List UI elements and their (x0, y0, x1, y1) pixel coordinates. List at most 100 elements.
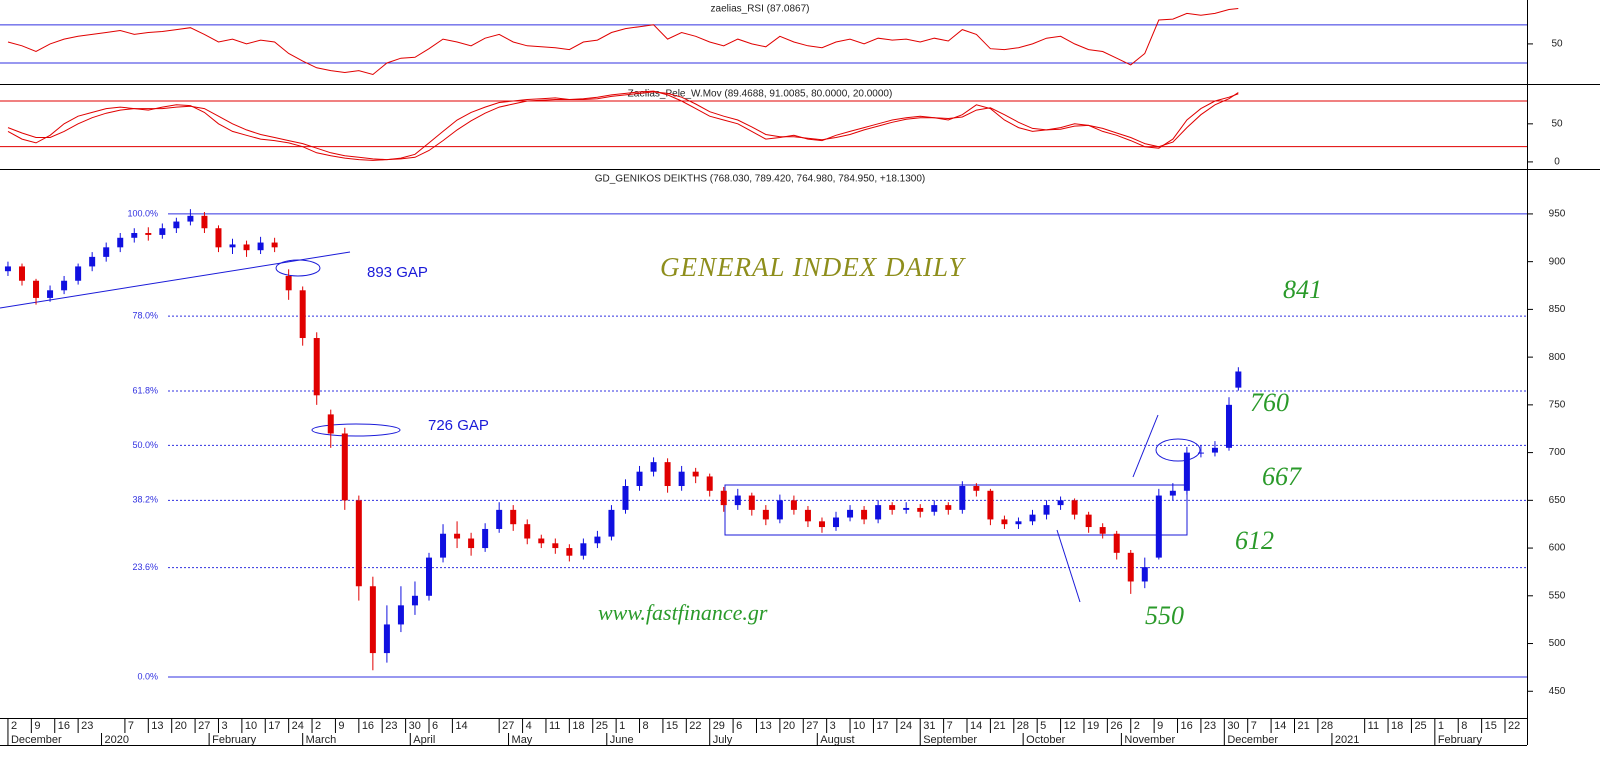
candle-body (411, 595, 418, 606)
candle-body (131, 233, 138, 238)
month-label: February (212, 734, 257, 746)
candle-body (931, 505, 938, 512)
x-tick-label: 11 (549, 720, 560, 732)
month-label: September (923, 734, 977, 746)
candle-body (103, 247, 110, 257)
candle-body (664, 462, 671, 487)
candle-body (1057, 500, 1064, 506)
candle-body (973, 486, 980, 491)
fib-label: 78.0% (132, 310, 158, 320)
candle-body (594, 536, 601, 544)
y-tick-label: 950 (1549, 209, 1566, 220)
candle-body (285, 275, 292, 291)
candle-body (1169, 490, 1176, 496)
candle-body (18, 266, 25, 281)
x-tick-label: 15 (666, 720, 678, 732)
x-tick-label: 3 (830, 720, 836, 732)
x-tick-label: 10 (245, 720, 257, 732)
candle-body (734, 495, 741, 506)
x-tick-label: 13 (759, 720, 771, 732)
month-label: February (1438, 734, 1483, 746)
x-tick-label: 4 (526, 720, 532, 732)
candle-body (650, 462, 657, 472)
annotation: 550 (1145, 601, 1184, 630)
candle-body (524, 524, 531, 539)
candle-body (369, 586, 376, 654)
x-tick-label: 20 (175, 720, 187, 732)
x-tick-label: 16 (1181, 720, 1193, 732)
candle-body (4, 266, 11, 272)
candle-body (61, 280, 68, 291)
x-tick-label: 17 (876, 720, 888, 732)
candle-body (889, 505, 896, 510)
candle-body (987, 490, 994, 520)
candle-body (692, 471, 699, 477)
x-tick-label: 27 (198, 720, 210, 732)
month-label: August (820, 734, 854, 746)
y-tick-label: 450 (1549, 686, 1566, 697)
candle-body (762, 509, 769, 520)
y-tick-label: 700 (1549, 447, 1566, 458)
candle-body (720, 490, 727, 506)
candle-body (1155, 495, 1162, 558)
candle-body (229, 244, 236, 248)
candle-body (89, 256, 96, 267)
y-tick-label: 500 (1549, 638, 1566, 649)
trendline (1056, 529, 1081, 603)
candle-body (903, 507, 910, 510)
candle-body (917, 507, 924, 512)
candle-body (355, 500, 362, 587)
x-tick-label: 7 (1251, 720, 1257, 732)
candle-body (1029, 514, 1036, 522)
candle-body (833, 517, 840, 528)
y-tick-label: 850 (1549, 304, 1566, 315)
candle-body (608, 509, 615, 537)
indicator-line (7, 8, 1239, 76)
fib-label: 38.2% (132, 495, 158, 505)
candle-body (959, 486, 966, 510)
x-tick-label: 9 (1157, 720, 1163, 732)
candle-body (341, 433, 348, 501)
month-label: May (512, 734, 533, 746)
x-tick-label: 8 (643, 720, 649, 732)
candle-body (482, 528, 489, 549)
annotation: 726 GAP (428, 417, 489, 434)
website: www.fastfinance.gr (598, 600, 768, 625)
x-tick-label: 25 (1414, 720, 1426, 732)
candle-body (1085, 514, 1092, 528)
x-tick-label: 6 (432, 720, 438, 732)
candle-body (145, 233, 152, 235)
annotation: 893 GAP (367, 264, 428, 281)
x-tick-label: 24 (292, 720, 304, 732)
month-label: December (11, 734, 62, 746)
candle-body (1225, 404, 1232, 448)
x-tick-label: 9 (34, 720, 40, 732)
x-tick-label: 8 (1461, 720, 1467, 732)
x-tick-label: 16 (58, 720, 70, 732)
candle-body (243, 244, 250, 251)
y-tick-label: 650 (1549, 495, 1566, 506)
candle-body (1235, 371, 1242, 388)
x-tick-label: 9 (338, 720, 344, 732)
candle-body (566, 548, 573, 556)
x-tick-label: 15 (1485, 720, 1497, 732)
candle-body (875, 505, 882, 520)
x-tick-label: 1 (619, 720, 625, 732)
fib-label: 61.8% (132, 385, 158, 395)
x-tick-label: 2 (1134, 720, 1140, 732)
month-label: December (1227, 734, 1278, 746)
candle-body (748, 495, 755, 510)
candle-body (945, 505, 952, 510)
candle-body (159, 228, 166, 235)
x-tick-label: 18 (572, 720, 584, 732)
candle-body (173, 221, 180, 229)
x-tick-label: 2 (11, 720, 17, 732)
candle-body (678, 471, 685, 487)
candle-body (313, 338, 320, 396)
candle-body (1015, 521, 1022, 525)
candle-body (706, 476, 713, 491)
x-tick-label: 11 (1368, 720, 1379, 732)
month-label: 2021 (1335, 734, 1359, 746)
fib-label: 0.0% (137, 671, 158, 681)
